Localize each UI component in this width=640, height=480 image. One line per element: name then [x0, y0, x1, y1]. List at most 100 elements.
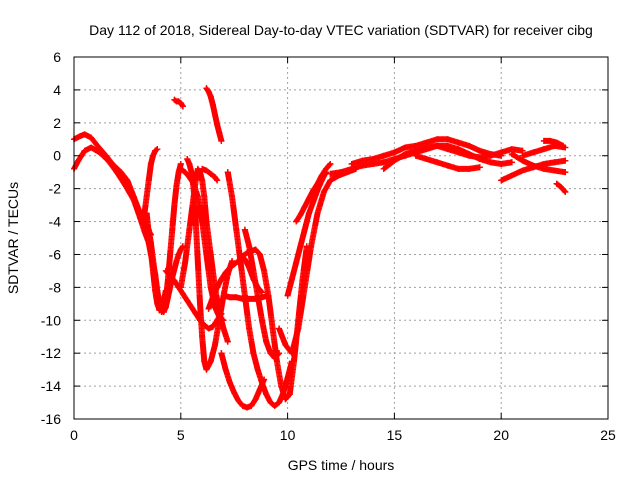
data-point	[186, 160, 193, 167]
data-point	[519, 167, 526, 174]
x-tick-label: 15	[387, 427, 403, 443]
data-point	[258, 317, 265, 324]
data-point	[314, 210, 321, 217]
axis-ticks: 0 5 10 15 20 25 -16 -14 -12 -10 -8 -6 -4 -2 0 2 4 6	[41, 49, 616, 443]
data-point	[173, 182, 180, 189]
data-point	[246, 325, 253, 332]
data-point	[143, 193, 150, 200]
data-point	[167, 272, 174, 279]
data-point	[214, 177, 221, 184]
data-point	[301, 284, 308, 291]
y-tick-label: -4	[49, 214, 62, 230]
data-point	[179, 290, 186, 297]
data-point	[444, 136, 451, 143]
x-tick-label: 10	[280, 427, 296, 443]
data-point	[175, 169, 182, 176]
data-point	[258, 289, 265, 296]
series-arc-30	[553, 180, 569, 195]
series-arc-23	[348, 136, 505, 167]
data-point	[231, 261, 238, 268]
data-point	[218, 137, 225, 144]
data-point	[498, 149, 505, 156]
data-point	[288, 276, 295, 283]
data-point	[261, 267, 268, 274]
data-point	[295, 325, 302, 332]
data-point	[327, 170, 334, 177]
data-point	[293, 259, 300, 266]
data-point	[348, 160, 355, 167]
data-point	[466, 165, 473, 172]
data-point	[122, 182, 129, 189]
y-tick-label: -14	[41, 378, 61, 394]
data-point	[154, 300, 161, 307]
data-point	[81, 131, 88, 138]
plot-area-border	[73, 56, 609, 420]
data-point	[226, 294, 233, 301]
data-point	[130, 197, 137, 204]
data-point	[288, 350, 295, 357]
data-point	[235, 397, 242, 404]
data-point	[182, 169, 189, 176]
data-point	[241, 256, 248, 263]
data-point	[530, 149, 537, 156]
series-arc-16	[218, 350, 268, 411]
data-point	[186, 226, 193, 233]
data-point	[209, 323, 216, 330]
data-point	[280, 389, 287, 396]
data-point	[77, 132, 84, 139]
data-point	[265, 292, 272, 299]
data-point	[508, 159, 515, 166]
data-point	[434, 136, 441, 143]
data-point	[323, 169, 330, 176]
y-tick-label: 6	[53, 49, 61, 65]
data-point	[540, 165, 547, 172]
data-point	[160, 297, 167, 304]
y-tick-label: -16	[41, 411, 61, 427]
data-point	[551, 159, 558, 166]
data-point	[177, 284, 184, 291]
data-point	[327, 160, 334, 167]
data-point	[305, 210, 312, 217]
data-point	[301, 226, 308, 233]
data-point	[487, 152, 494, 159]
series-arc-4	[143, 210, 169, 314]
series-arc-28	[519, 142, 569, 159]
data-point	[455, 149, 462, 156]
data-point	[169, 226, 176, 233]
data-point	[455, 139, 462, 146]
data-point	[560, 142, 567, 149]
data-point	[205, 305, 212, 312]
data-point	[320, 188, 327, 195]
series-arc-5	[141, 146, 161, 217]
data-point	[241, 226, 248, 233]
data-point	[434, 159, 441, 166]
data-point	[88, 144, 95, 151]
data-point	[286, 391, 293, 398]
data-point	[211, 111, 218, 118]
series-arc-21	[284, 169, 330, 299]
data-point	[209, 101, 216, 108]
data-point	[188, 304, 195, 311]
data-point	[310, 198, 317, 205]
data-point	[211, 341, 218, 348]
data-point	[226, 264, 233, 271]
data-point	[162, 287, 169, 294]
data-point	[177, 165, 184, 172]
data-point	[288, 358, 295, 365]
data-point	[252, 246, 259, 253]
data-point	[88, 134, 95, 141]
data-point	[184, 156, 191, 163]
data-point	[359, 157, 366, 164]
data-point	[199, 177, 206, 184]
data-point	[434, 142, 441, 149]
data-point	[203, 167, 210, 174]
data-point	[224, 169, 231, 176]
data-point	[551, 167, 558, 174]
data-point	[145, 177, 152, 184]
data-point	[175, 251, 182, 258]
data-point	[182, 259, 189, 266]
data-point	[314, 187, 321, 194]
